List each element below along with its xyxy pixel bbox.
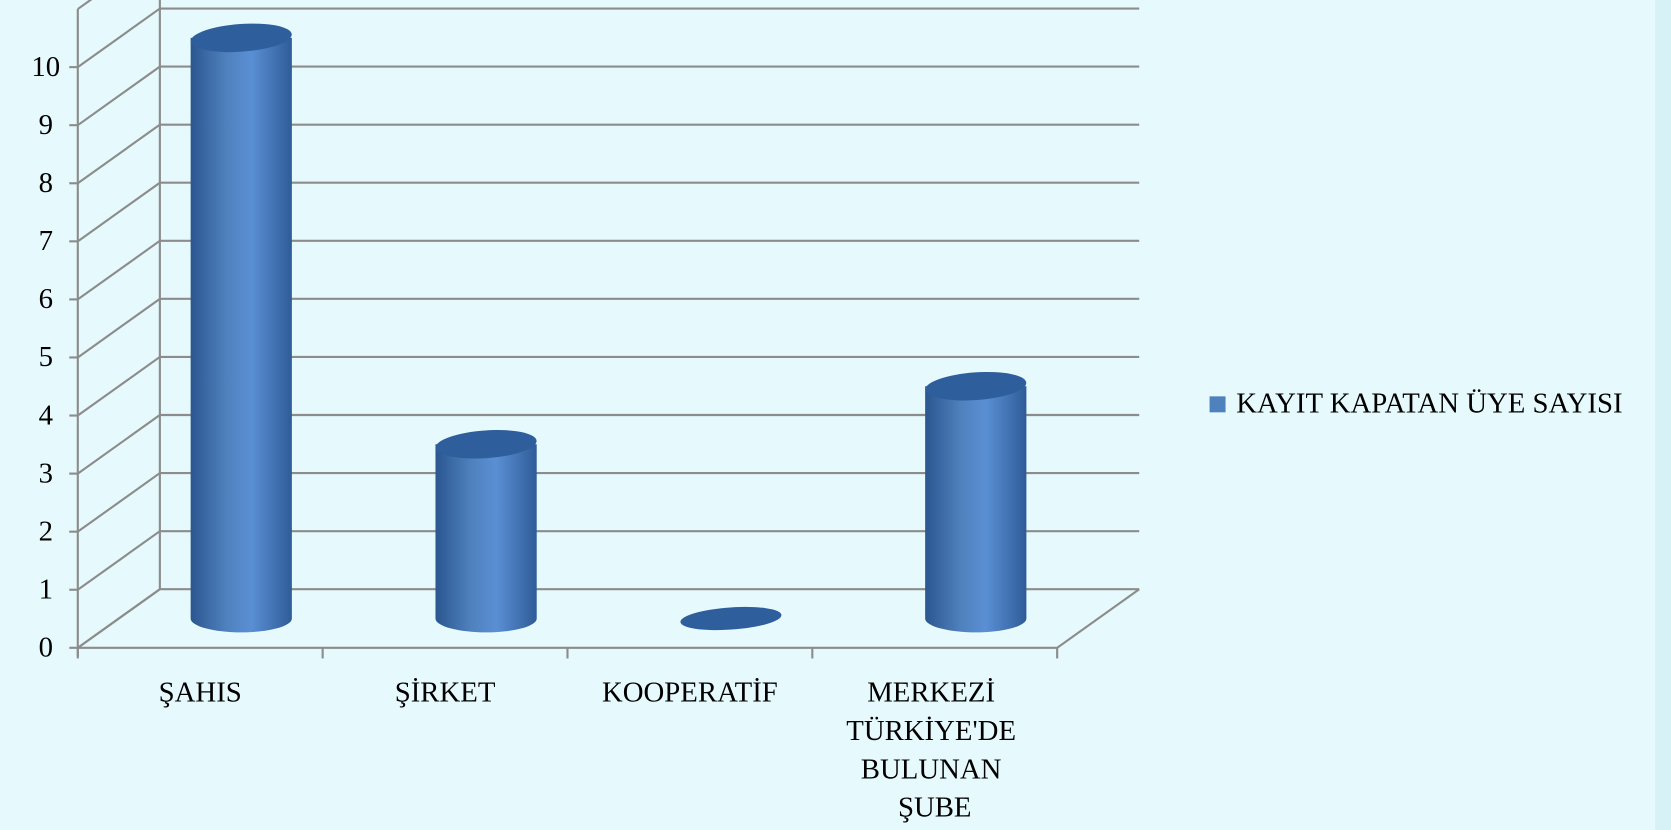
y-tick-label: 7 [39,225,53,257]
grid-line [77,123,1140,185]
x-tick-label: ŞİRKET [395,676,496,708]
legend-swatch [1209,396,1226,413]
y-tick-label: 8 [39,167,53,199]
bar-body [190,37,292,633]
bar-top [680,606,782,631]
grid-line [77,472,1140,533]
x-tick-label: KOOPERATİF [602,676,778,708]
grid-line [77,181,1140,243]
bar-top [435,430,537,459]
x-tick-label: MERKEZİ TÜRKİYE'DE BULUNAN ŞUBE [846,676,1023,823]
grid-line [77,7,1140,68]
y-tick-label: 3 [39,457,53,489]
bar-top [925,371,1027,401]
grid-line [77,355,1140,417]
y-tick-label: 2 [39,515,53,547]
y-tick-label: 0 [39,632,53,664]
grid-line [77,297,1140,359]
y-tick-label: 1 [39,573,53,605]
bar-top [190,23,292,53]
y-tick-label: 10 [31,51,60,83]
grid-line [77,65,1140,127]
y-tick-label: 4 [39,399,53,431]
legend-label: KAYIT KAPATAN ÜYE SAYISI [1236,388,1622,420]
y-tick-label: 6 [39,283,53,315]
bar-body [435,444,537,633]
bar-body [925,386,1027,633]
grid-line [77,530,1140,591]
y-tick-label: 9 [39,109,53,141]
grid-line [77,588,1140,649]
grid-line [77,413,1140,475]
x-tick-label: ŞAHIS [159,676,242,708]
y-tick-label: 5 [39,341,53,373]
grid-line [77,239,1140,301]
scroll-edge [1655,0,1671,830]
